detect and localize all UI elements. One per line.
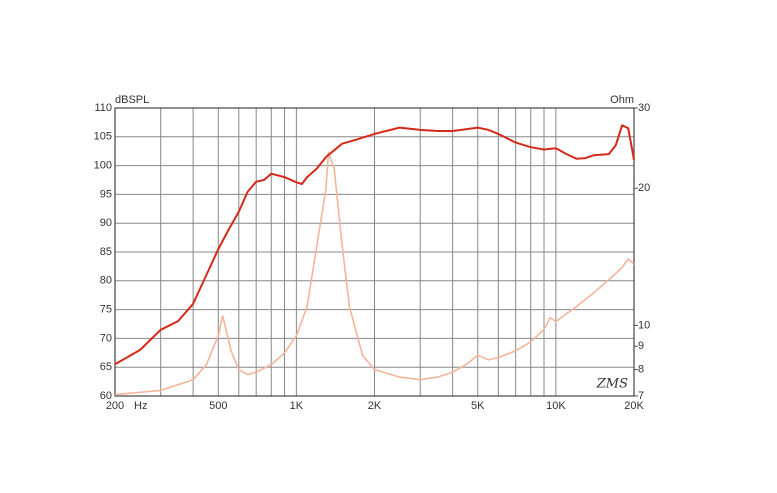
- y-tick-label: 85: [100, 246, 112, 258]
- x-tick-label: 10K: [546, 400, 566, 412]
- y-tick-label: 90: [100, 217, 112, 229]
- x-unit: Hz: [134, 400, 147, 412]
- data-line: [114, 151, 635, 396]
- y-tick-label: 70: [100, 332, 112, 344]
- x-tick-label: 1K: [290, 400, 304, 412]
- y-tick-label: 105: [94, 131, 112, 143]
- y-tick-label: 60: [100, 390, 112, 402]
- x-tick-label: 20K: [624, 400, 644, 412]
- y-tick-label: 100: [94, 160, 112, 172]
- plot-frame: [114, 107, 635, 397]
- y-tick-label: 80: [100, 275, 112, 287]
- watermark: ZMS: [596, 377, 628, 392]
- y2-tick-label: 10: [638, 319, 650, 331]
- y-axis-label: dBSPL: [115, 94, 149, 106]
- data-line: [114, 124, 635, 366]
- y2-tick-label: 8: [638, 363, 644, 375]
- y-tick-label: 110: [94, 102, 112, 114]
- y2-tick-label: 20: [638, 182, 650, 194]
- y-tick-label: 95: [100, 188, 112, 200]
- x-tick-label: 500: [209, 400, 227, 412]
- y2-tick-label: 7: [638, 390, 644, 402]
- x-tick-label: 200: [106, 400, 124, 412]
- x-tick-label: 2K: [368, 400, 382, 412]
- y2-tick-label: 9: [638, 340, 644, 352]
- y-tick-label: 75: [100, 304, 112, 316]
- y2-tick-label: 30: [638, 102, 650, 114]
- y-tick-label: 65: [100, 361, 112, 373]
- y2-axis-label: Ohm: [610, 94, 634, 106]
- x-tick-label: 5K: [471, 400, 485, 412]
